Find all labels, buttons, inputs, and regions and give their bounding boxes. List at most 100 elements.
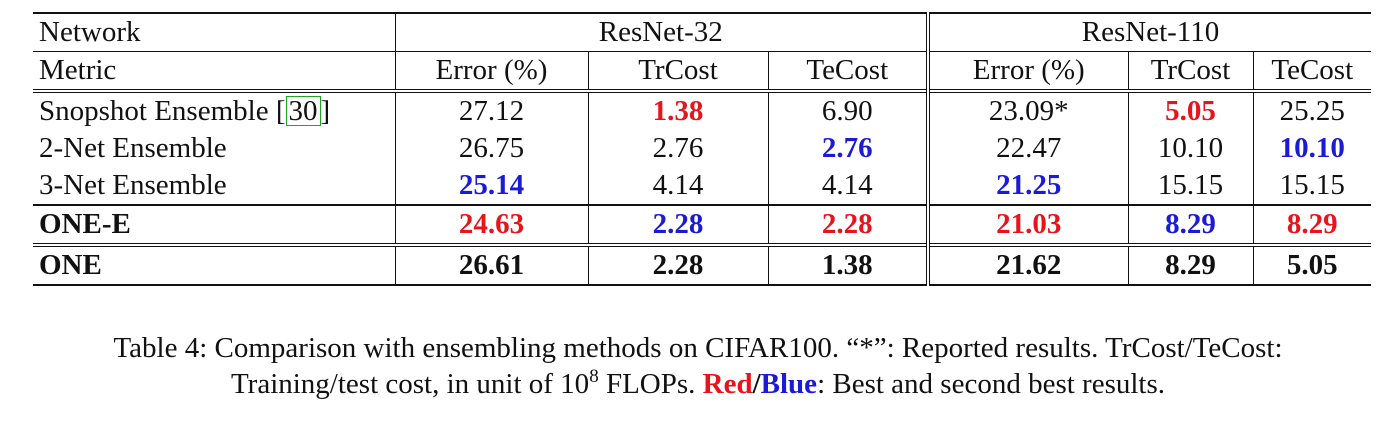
value-text: 5.05: [1286, 249, 1338, 281]
table-row: Snopshot Ensemble [30] 27.12 1.38 6.90 23.09…: [33, 89, 1372, 130]
value-text: 21.62: [996, 249, 1062, 281]
table-caption: Table 4: Comparison with ensembling meth…: [0, 330, 1396, 402]
value-text: 26.75: [458, 132, 525, 164]
value-cell: 4.14: [767, 167, 929, 205]
value-text: 22.47: [996, 132, 1062, 164]
value-cell: 21.03: [926, 204, 1129, 245]
value-cell: 2.28: [767, 204, 929, 245]
value-text: 23.09*: [988, 95, 1069, 127]
value-cell: 25.25: [1252, 89, 1372, 130]
row-method-name: Snopshot Ensemble [30]: [33, 89, 395, 130]
results-table: Network ResNet-32 ResNet-110 Metric Erro…: [33, 12, 1372, 286]
cite-bracket-close: ]: [320, 95, 331, 127]
value-text: 15.15: [1279, 169, 1345, 201]
value-cell: 8.29: [1127, 204, 1254, 245]
value-cell: 21.25: [926, 167, 1129, 205]
header-network: Network: [33, 12, 395, 52]
metric-trcost-r110: TrCost: [1127, 51, 1254, 92]
value-cell: 23.09*: [926, 89, 1129, 130]
header-group-resnet32: ResNet-32: [394, 12, 929, 52]
value-cell: 15.15: [1252, 167, 1372, 205]
value-cell: 26.61: [394, 243, 588, 286]
value-cell: 1.38: [587, 89, 768, 130]
value-text: 25.14: [458, 169, 525, 201]
row-method-name: 3-Net Ensemble: [33, 167, 395, 205]
method-label: 2-Net Ensemble: [39, 132, 227, 164]
value-cell: 26.75: [394, 130, 588, 167]
value-text: 2.76: [652, 132, 704, 164]
value-text: 10.10: [1279, 132, 1345, 164]
row-method-name: ONE: [33, 243, 395, 286]
value-text: 21.03: [996, 208, 1062, 240]
value-text: 6.90: [821, 95, 873, 127]
value-cell: 25.14: [394, 167, 588, 205]
caption-blue-word: Blue: [760, 368, 818, 400]
caption-text-c: : Best and second best results.: [817, 368, 1166, 400]
caption-slash: /: [752, 368, 761, 400]
value-cell: 10.10: [1252, 130, 1372, 167]
caption-text-b: FLOPs.: [598, 368, 703, 400]
value-text: 4.14: [821, 169, 873, 201]
caption-red-word: Red: [702, 368, 753, 400]
value-cell: 21.62: [926, 243, 1129, 286]
method-label: Snopshot Ensemble: [39, 95, 276, 127]
value-cell: 5.05: [1127, 89, 1254, 130]
value-cell: 10.10: [1127, 130, 1254, 167]
value-cell: 22.47: [926, 130, 1129, 167]
header-metric: Metric: [33, 51, 395, 92]
value-text: 1.38: [821, 249, 873, 281]
value-text: 2.28: [821, 208, 873, 240]
value-cell: 5.05: [1252, 243, 1372, 286]
table-row: ONE 26.61 2.28 1.38 21.62 8.29 5.05: [33, 243, 1372, 286]
results-table-container: Network ResNet-32 ResNet-110 Metric Erro…: [33, 12, 1372, 286]
value-text: 1.38: [652, 95, 704, 127]
caption-text-a: Training/test cost, in unit of 10: [230, 368, 590, 400]
value-cell: 27.12: [394, 89, 588, 130]
value-text: 10.10: [1157, 132, 1224, 164]
value-text: 8.29: [1165, 249, 1216, 281]
header-row-networks: Network ResNet-32 ResNet-110: [33, 12, 1372, 52]
caption-exponent: 8: [589, 366, 599, 387]
value-cell: 2.28: [587, 243, 768, 286]
value-text: 2.76: [821, 132, 873, 164]
value-cell: 8.29: [1127, 243, 1254, 286]
citation-link[interactable]: 30: [285, 96, 321, 126]
metric-trcost-r32: TrCost: [587, 51, 768, 92]
value-cell: 2.76: [587, 130, 768, 167]
metric-tecost-r32: TeCost: [767, 51, 929, 92]
metric-tecost-r110: TeCost: [1252, 51, 1372, 92]
value-cell: 6.90: [767, 89, 929, 130]
value-text: 21.25: [996, 169, 1062, 201]
row-method-name: 2-Net Ensemble: [33, 130, 395, 167]
value-text: 2.28: [652, 208, 704, 240]
value-text: 27.12: [458, 95, 525, 127]
value-text: 24.63: [458, 208, 525, 240]
value-text: 8.29: [1286, 208, 1338, 240]
table-row: 2-Net Ensemble 26.75 2.76 2.76 22.47 10.10 10.…: [33, 130, 1372, 167]
value-text: 26.61: [458, 249, 525, 281]
metric-error-r32: Error (%): [394, 51, 588, 92]
table-row: ONE-E 24.63 2.28 2.28 21.03 8.29 8.29: [33, 204, 1372, 245]
value-cell: 2.76: [767, 130, 929, 167]
method-label: ONE: [39, 249, 102, 281]
cite-bracket-open: [: [275, 95, 286, 127]
value-text: 8.29: [1165, 208, 1216, 240]
table-row: 3-Net Ensemble 25.14 4.14 4.14 21.25 15.15 15.…: [33, 167, 1372, 205]
value-text: 2.28: [652, 249, 704, 281]
value-text: 5.05: [1165, 95, 1216, 127]
caption-line-2: Training/test cost, in unit of 108 FLOPs…: [0, 366, 1396, 402]
value-cell: 24.63: [394, 204, 588, 245]
value-cell: 1.38: [767, 243, 929, 286]
value-text: 4.14: [652, 169, 704, 201]
header-group-resnet110: ResNet-110: [926, 12, 1372, 52]
value-text: 25.25: [1279, 95, 1345, 127]
method-label: 3-Net Ensemble: [39, 169, 227, 201]
method-label: ONE-E: [39, 208, 131, 240]
header-row-metrics: Metric Error (%) TrCost TeCost Error (%)…: [33, 51, 1372, 92]
value-cell: 8.29: [1252, 204, 1372, 245]
caption-line-1: Table 4: Comparison with ensembling meth…: [113, 332, 1283, 364]
value-cell: 15.15: [1127, 167, 1254, 205]
value-cell: 2.28: [587, 204, 768, 245]
metric-error-r110: Error (%): [926, 51, 1129, 92]
value-cell: 4.14: [587, 167, 768, 205]
